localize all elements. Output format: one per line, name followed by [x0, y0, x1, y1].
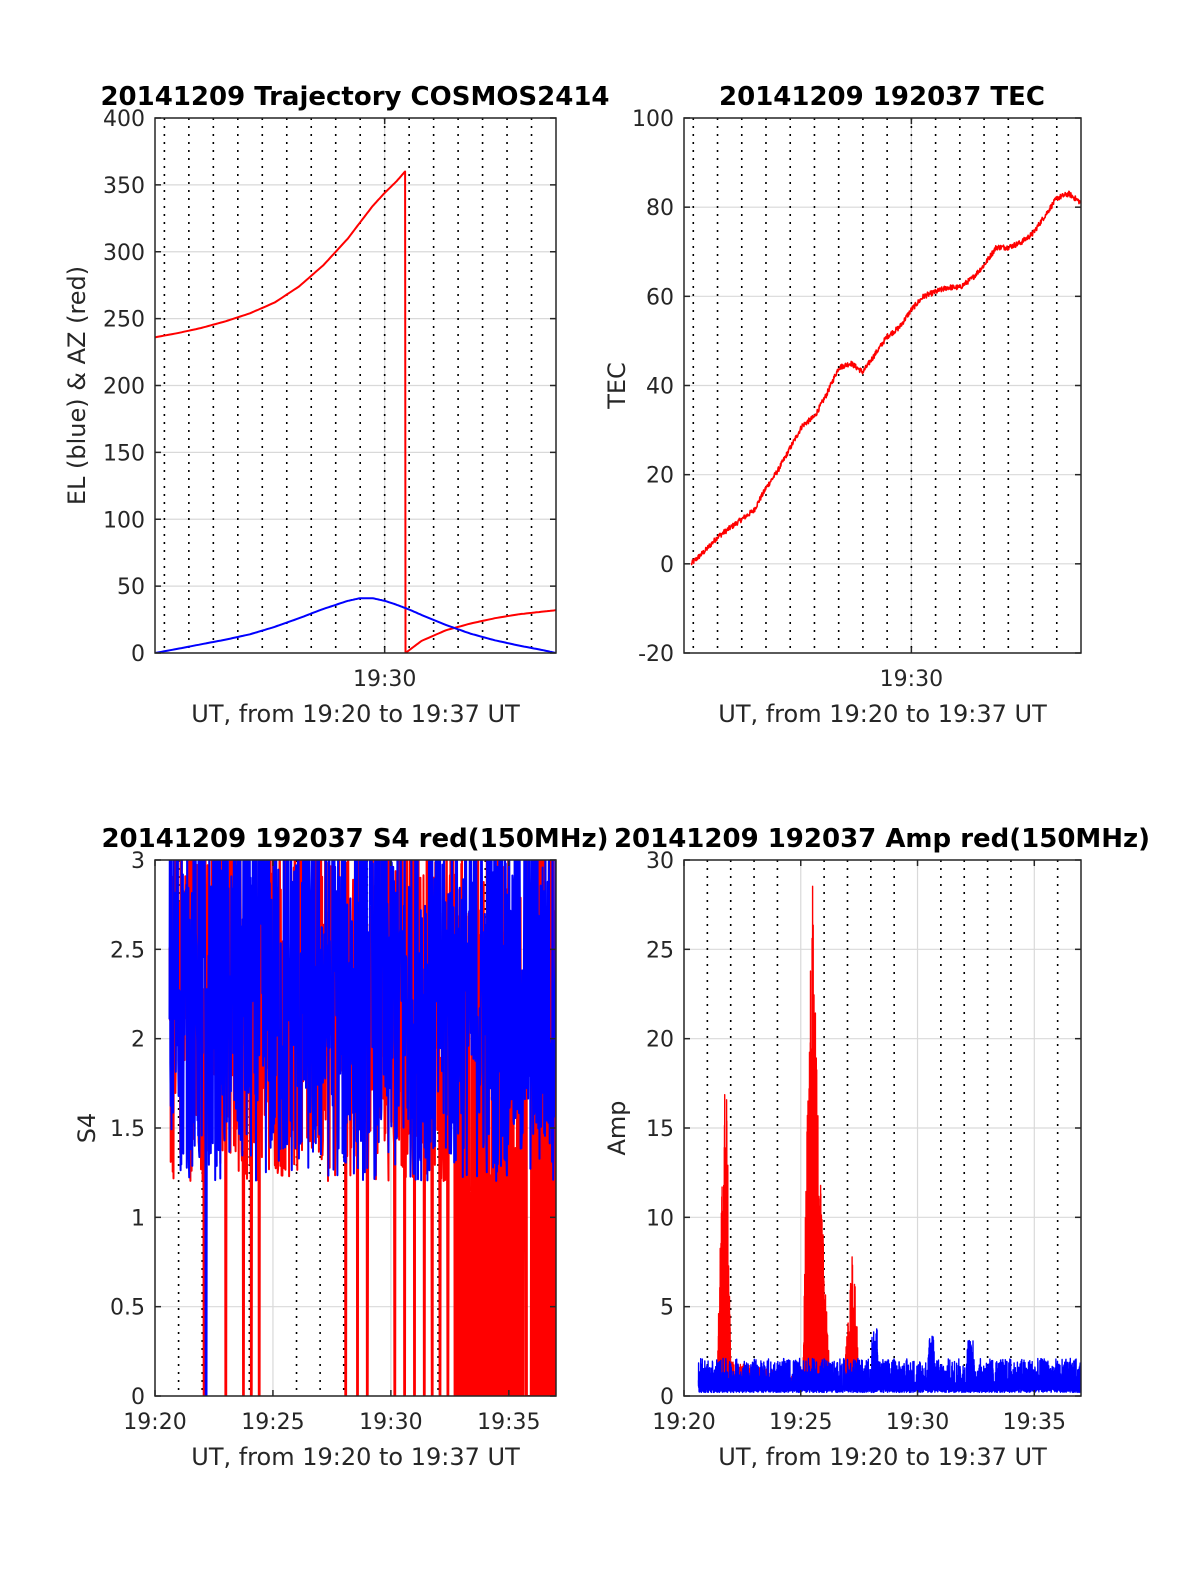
plot-area — [168, 860, 556, 1396]
y-tick-label: 20 — [646, 464, 674, 489]
s4-panel: 0 0.5 1 1.5 2 2.5 3 19:20 19:25 19:30 19:35 2014120… — [73, 824, 609, 1471]
y-tick-label: 1.5 — [110, 1117, 145, 1142]
y-axis-label: Amp — [603, 1100, 631, 1155]
y-tick-label: 300 — [103, 241, 145, 266]
x-tick-label: 19:25 — [769, 1410, 832, 1435]
y-tick-label: 0 — [660, 1385, 674, 1410]
plot-area — [690, 190, 1081, 566]
y-tick-label: 80 — [646, 196, 674, 221]
y-tick-label: 0 — [131, 642, 145, 667]
y-tick-label: -20 — [638, 642, 674, 667]
x-tick-label: 19:30 — [880, 667, 943, 692]
x-tick-label: 19:30 — [359, 1410, 422, 1435]
y-tick-label: 40 — [646, 375, 674, 400]
chart-title: 20141209 192037 TEC — [719, 82, 1045, 112]
y-tick-label: 0 — [131, 1385, 145, 1410]
y-axis-label: TEC — [603, 362, 631, 410]
plot-area — [155, 170, 556, 653]
x-axis-label: UT, from 19:20 to 19:37 UT — [191, 1443, 520, 1471]
chart-title: 20141209 192037 Amp red(150MHz) — [614, 824, 1150, 854]
y-tick-label: 10 — [646, 1206, 674, 1231]
x-tick-label: 19:20 — [652, 1410, 715, 1435]
y-tick-label: 350 — [103, 174, 145, 199]
y-tick-label: 50 — [117, 575, 145, 600]
y-tick-label: 0.5 — [110, 1296, 145, 1321]
amp-panel: 0 5 10 15 20 25 30 19:20 19:25 19:30 19:35 20141209… — [603, 824, 1150, 1471]
x-axis-label: UT, from 19:20 to 19:37 UT — [718, 1443, 1047, 1471]
x-tick-label: 19:20 — [123, 1410, 186, 1435]
y-tick-label: 3 — [131, 849, 145, 874]
x-tick-label: 19:35 — [477, 1410, 540, 1435]
y-tick-label: 30 — [646, 849, 674, 874]
x-tick-label: 19:30 — [353, 667, 416, 692]
series-line-red — [690, 190, 1081, 566]
x-axis-label: UT, from 19:20 to 19:37 UT — [191, 700, 520, 728]
x-tick-label: 19:25 — [241, 1410, 304, 1435]
y-tick-label: 2.5 — [110, 938, 145, 963]
y-axis-label: S4 — [73, 1113, 101, 1144]
y-tick-label: 150 — [103, 441, 145, 466]
y-tick-label: 1 — [131, 1206, 145, 1231]
y-tick-label: 100 — [103, 508, 145, 533]
series-line-blue — [155, 597, 556, 653]
x-tick-label: 19:35 — [1003, 1410, 1066, 1435]
y-tick-label: 2 — [131, 1028, 145, 1053]
y-axis-label: EL (blue) & AZ (red) — [63, 266, 91, 505]
x-tick-label: 19:30 — [886, 1410, 949, 1435]
y-tick-label: 200 — [103, 375, 145, 400]
x-axis-label: UT, from 19:20 to 19:37 UT — [718, 700, 1047, 728]
y-tick-label: 25 — [646, 938, 674, 963]
y-tick-label: 60 — [646, 285, 674, 310]
y-tick-label: 15 — [646, 1117, 674, 1142]
chart-title: 20141209 Trajectory COSMOS2414 — [100, 82, 609, 112]
tec-panel: -20 0 20 40 60 80 100 19:30 20141209 192037 TEC U… — [603, 82, 1082, 728]
y-tick-label: 100 — [632, 107, 674, 132]
y-tick-label: 20 — [646, 1028, 674, 1053]
series-line-blue — [697, 1328, 1081, 1394]
trajectory-panel: 0 50 100 150 200 250 300 350 400 19:30 20141209 Tr… — [63, 82, 610, 728]
y-tick-label: 0 — [660, 553, 674, 578]
chart-title: 20141209 192037 S4 red(150MHz) — [101, 824, 608, 854]
plot-area — [697, 885, 1081, 1394]
y-tick-label: 400 — [103, 107, 145, 132]
series-line-blue — [168, 860, 556, 1396]
y-tick-label: 250 — [103, 308, 145, 333]
series-line-red — [155, 170, 556, 653]
y-tick-label: 5 — [660, 1296, 674, 1321]
